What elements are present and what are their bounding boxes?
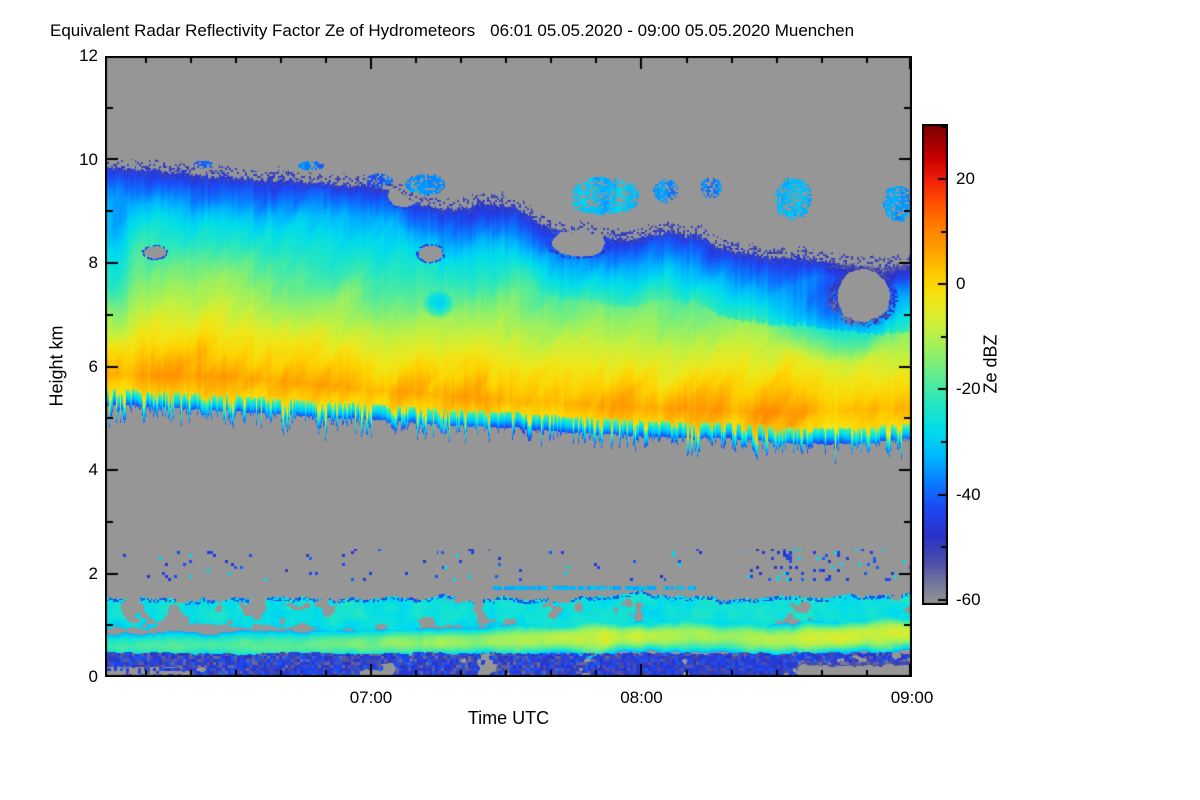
y-axis-tick-label: 0 (88, 667, 98, 686)
y-axis-tick-label: 8 (88, 253, 98, 272)
chart-title: Equivalent Radar Reflectivity Factor Ze … (50, 21, 854, 41)
colorbar-tick-label: 0 (956, 274, 966, 294)
x-axis-tick-label: 08:00 (620, 688, 663, 707)
colorbar-title: Ze dBZ (980, 334, 1001, 394)
radar-heatmap-canvas (105, 56, 912, 677)
y-axis-tick-label: 4 (88, 460, 98, 479)
chart-title-period: 06:01 05.05.2020 - 09:00 05.05.2020 Muen… (490, 21, 855, 40)
y-axis-tick-label: 10 (79, 149, 98, 169)
y-axis-tick-label: 6 (88, 356, 98, 376)
x-axis-tick-label: 09:00 (890, 688, 934, 707)
chart-title-main: Equivalent Radar Reflectivity Factor Ze … (50, 21, 476, 40)
y-axis-tick-label: 12 (79, 46, 98, 65)
colorbar-canvas (922, 124, 948, 605)
colorbar-tick-label: 20 (956, 169, 975, 189)
x-axis-tick-label: 07:00 (349, 688, 393, 707)
y-axis-tick-label: 2 (88, 563, 98, 583)
colorbar-tick-label: -40 (956, 484, 981, 504)
colorbar-tick-label: -20 (956, 379, 981, 399)
colorbar-tick-label: -60 (956, 589, 981, 609)
x-axis-title: Time UTC (467, 708, 550, 728)
